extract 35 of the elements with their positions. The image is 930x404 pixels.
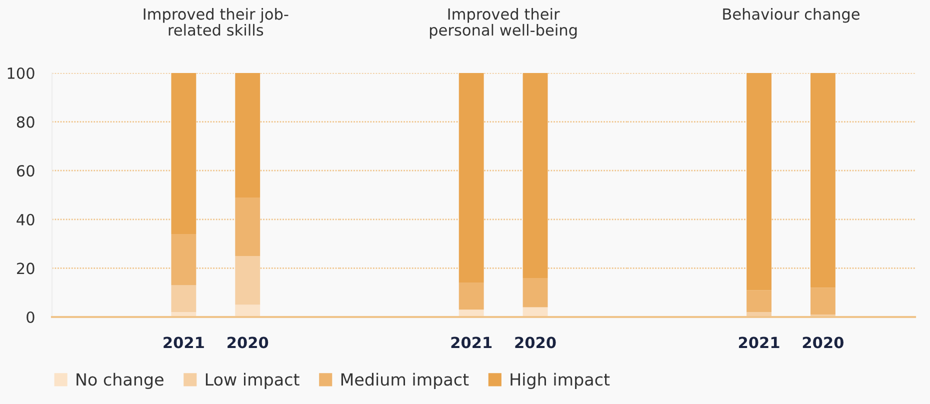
bar bbox=[235, 197, 260, 256]
bar bbox=[746, 290, 772, 312]
bar bbox=[171, 285, 196, 312]
bar bbox=[235, 73, 260, 198]
bar bbox=[171, 234, 196, 286]
chart-title: Improved their job- related skills bbox=[144, 8, 288, 36]
x-tick-label: 2021 bbox=[451, 336, 492, 348]
y-tick-label: 100 bbox=[8, 67, 34, 80]
bar bbox=[171, 73, 196, 234]
bar bbox=[746, 73, 772, 290]
bar bbox=[810, 288, 836, 315]
chart-title: Improved their personal well-being bbox=[430, 8, 577, 39]
y-tick-label: 80 bbox=[16, 116, 34, 128]
y-tick-label: 0 bbox=[26, 311, 34, 324]
legend-label: Low impact bbox=[206, 372, 300, 389]
bar bbox=[458, 282, 484, 310]
x-tick-label: 2020 bbox=[228, 336, 268, 348]
bar bbox=[522, 278, 548, 308]
x-tick-label: 2021 bbox=[738, 336, 780, 348]
bar bbox=[235, 304, 260, 317]
chart-title: Behaviour change bbox=[723, 8, 860, 23]
bar bbox=[458, 73, 484, 283]
x-tick-label: 2021 bbox=[164, 336, 204, 348]
y-tick-label: 40 bbox=[16, 214, 34, 226]
bar bbox=[522, 307, 548, 317]
y-tick-label: 60 bbox=[16, 165, 34, 177]
y-tick-label: 20 bbox=[17, 262, 34, 274]
legend-label: Medium impact bbox=[341, 372, 469, 389]
legend-label: No change bbox=[76, 372, 164, 389]
bar bbox=[522, 73, 548, 278]
x-tick-label: 2020 bbox=[515, 336, 556, 348]
x-tick-label: 2020 bbox=[802, 336, 844, 348]
legend-label: High impact bbox=[510, 372, 610, 389]
bar bbox=[810, 73, 836, 288]
bar bbox=[235, 256, 260, 305]
